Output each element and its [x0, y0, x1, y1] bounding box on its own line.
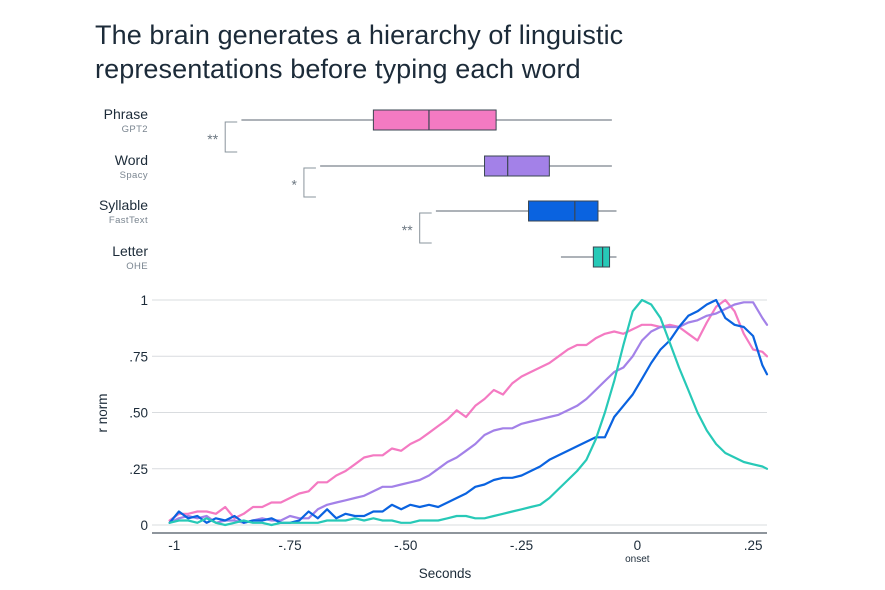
- x-tick-label: -.75: [278, 538, 301, 553]
- significance-label: **: [207, 131, 218, 147]
- significance-bracket: *: [291, 167, 316, 198]
- significance-label: **: [402, 222, 413, 238]
- chart-title-line-1: The brain generates a hierarchy of lingu…: [95, 20, 624, 50]
- boxplot-box: [372, 109, 497, 131]
- y-tick-label: .50: [129, 406, 148, 421]
- y-axis-title: r norm: [95, 393, 110, 432]
- bracket-line: [419, 212, 432, 244]
- x-tick-label: .25: [744, 538, 763, 553]
- y-tick-label: 0: [140, 518, 148, 533]
- x-tick-label: -1: [168, 538, 180, 553]
- boxplot-label: Syllable: [99, 197, 148, 213]
- x-tick-label: -.50: [394, 538, 417, 553]
- boxplot-sublabel: GPT2: [122, 124, 148, 135]
- series-line-2: [168, 298, 769, 524]
- chart-title: The brain generates a hierarchy of lingu…: [95, 18, 795, 86]
- significance-bracket: **: [207, 121, 238, 153]
- chart-title-line-2: representations before typing each word: [95, 54, 581, 84]
- significance-label: *: [291, 177, 297, 193]
- boxplot-label: Phrase: [104, 106, 149, 122]
- x-tick-onset-label: onset: [625, 554, 650, 565]
- bracket-line: [303, 167, 316, 198]
- y-tick-label: 1: [140, 293, 148, 308]
- boxplot-word: Word Spacy: [115, 152, 612, 181]
- significance-bracket: **: [402, 212, 432, 244]
- series-line-3: [168, 298, 769, 527]
- boxplot-sublabel: FastText: [109, 215, 148, 226]
- x-tick-label: -.25: [510, 538, 533, 553]
- boxplot-letter: Letter OHE: [112, 243, 617, 272]
- x-axis-title: Seconds: [419, 566, 472, 581]
- boxplot-box: [592, 246, 611, 268]
- axes: 0 .25 .50 .75 1 -1 -.75 -.50 -.25 0 .25 onset Second…: [95, 293, 767, 581]
- boxplot-sublabel: OHE: [126, 261, 148, 272]
- line-plot: [168, 298, 769, 527]
- boxplot-box: [484, 155, 550, 177]
- boxplot-panel: Phrase GPT2 Word Spacy Syllable FastText Lette…: [99, 106, 617, 272]
- boxplot-sublabel: Spacy: [120, 170, 148, 181]
- bracket-line: [224, 121, 238, 153]
- y-tick-label: .25: [129, 462, 148, 477]
- boxplot-phrase: Phrase GPT2: [104, 106, 612, 135]
- x-tick-label: 0: [634, 538, 642, 553]
- y-tick-label: .75: [129, 349, 148, 364]
- series-line-0: [168, 298, 769, 522]
- boxplot-label: Word: [115, 152, 148, 168]
- series-line-1: [168, 301, 769, 524]
- boxplot-label: Letter: [112, 243, 148, 259]
- boxplot-syllable: Syllable FastText: [99, 197, 617, 226]
- boxplot-box: [528, 200, 599, 222]
